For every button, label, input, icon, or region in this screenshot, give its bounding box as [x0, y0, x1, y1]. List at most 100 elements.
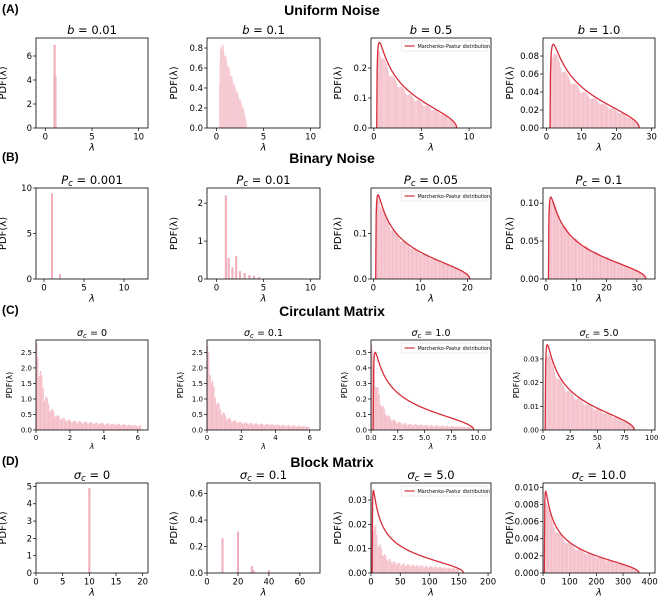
hist-bar [457, 269, 459, 279]
title-value: = 10.0 [584, 468, 627, 482]
hist-bar [415, 565, 418, 573]
y-tick-label: 0.00 [348, 569, 367, 579]
hist-bar [413, 98, 415, 128]
hist-bar [566, 73, 568, 128]
hist-bar [406, 95, 408, 128]
hist-bar [590, 406, 593, 430]
hist-bar [379, 404, 382, 430]
hist-bar [441, 567, 443, 573]
hist-bar [626, 265, 628, 279]
hist-bar [587, 404, 589, 430]
hist-bar [571, 238, 574, 279]
x-tick-label: 100 [421, 578, 437, 588]
mp-curve [376, 41, 458, 128]
hist-bar [623, 565, 626, 573]
hist-bar [281, 425, 283, 430]
hist-bar [626, 116, 628, 128]
hist-bar [446, 117, 448, 128]
hist-bar [617, 262, 620, 279]
hist-bar [622, 421, 624, 430]
hist-bar [574, 83, 576, 128]
hist-bar [451, 120, 454, 128]
hist-bar [570, 83, 572, 128]
hist-bar [557, 532, 560, 573]
hist-bar [387, 222, 390, 279]
hist-bar [432, 567, 434, 573]
x-tick-label: 20 [462, 284, 473, 294]
hist-bar [626, 566, 629, 573]
axes-frame [542, 187, 656, 280]
y-tick-label: 0.6 [189, 64, 203, 74]
hist-bar [448, 119, 450, 128]
hist-bar [384, 60, 386, 128]
hist-bar [614, 109, 617, 128]
hist-bar [551, 361, 553, 430]
hist-bar [635, 122, 637, 128]
y-axis-label: PDF(λ) [176, 372, 185, 399]
hist-bar [586, 554, 588, 573]
hist-bar [571, 544, 573, 573]
y-axis-label: PDF(λ) [505, 66, 516, 99]
hist-bar [398, 87, 400, 128]
hist-bar [219, 409, 222, 430]
legend: Marchenko–Pastur distribution [401, 485, 490, 497]
hist-bar [45, 396, 47, 430]
hist-bar [236, 422, 238, 430]
hist-bar [563, 225, 566, 279]
hist-bar [552, 201, 554, 279]
hist-bar [85, 421, 88, 430]
x-tick-label: 0 [214, 133, 219, 143]
hist-bar [554, 53, 557, 128]
hist-bar [262, 423, 264, 430]
hist-bar [618, 563, 620, 573]
hist-bar [604, 413, 607, 430]
hist-bar [43, 400, 46, 430]
hist-bar [609, 259, 611, 279]
hist-bar [268, 425, 270, 430]
hist-bar [596, 557, 599, 573]
hist-bar [549, 513, 551, 573]
y-tick-label: 2.0 [21, 364, 32, 372]
hist-bar [608, 414, 610, 430]
hist-bar [250, 422, 252, 430]
hist-bar [413, 247, 415, 279]
hist-bar [612, 108, 614, 128]
hist-bar [374, 386, 377, 430]
y-axis-label: PDF(λ) [0, 66, 9, 99]
hist-bar [457, 426, 459, 430]
hist-bar [410, 423, 412, 430]
hist-bar [456, 268, 458, 279]
hist-bar [426, 566, 429, 573]
hist-bar [54, 76, 57, 128]
hist-bar [446, 264, 449, 279]
title-subscript: c [579, 474, 584, 484]
hist-bar [565, 226, 567, 279]
hist-bar [375, 526, 377, 573]
hist-bar [62, 417, 64, 430]
hist-bar [619, 263, 621, 279]
hist-bar [608, 108, 610, 128]
x-tick-label: 300 [615, 578, 631, 588]
hist-bar [418, 566, 420, 573]
hist-bar [562, 71, 564, 128]
hist-bar [137, 426, 139, 430]
hist-bar [599, 557, 601, 573]
hist-bar [616, 417, 618, 430]
hist-bar [581, 401, 584, 430]
hist-bar [561, 536, 564, 573]
hist-bar [427, 106, 430, 128]
hist-bar [439, 566, 442, 573]
hist-bar [274, 425, 277, 430]
y-tick-label: 4 [27, 500, 32, 510]
hist-bar [377, 387, 379, 430]
hist-bar [397, 86, 399, 128]
hist-bar [386, 67, 388, 128]
hist-bar [552, 56, 554, 128]
y-tick-label: 0.0 [189, 569, 203, 579]
y-tick-label: 1.5 [192, 380, 203, 388]
hist-bar [580, 93, 582, 128]
hist-bar [403, 422, 406, 430]
hist-bar [429, 566, 431, 573]
hist-bar [567, 76, 569, 128]
